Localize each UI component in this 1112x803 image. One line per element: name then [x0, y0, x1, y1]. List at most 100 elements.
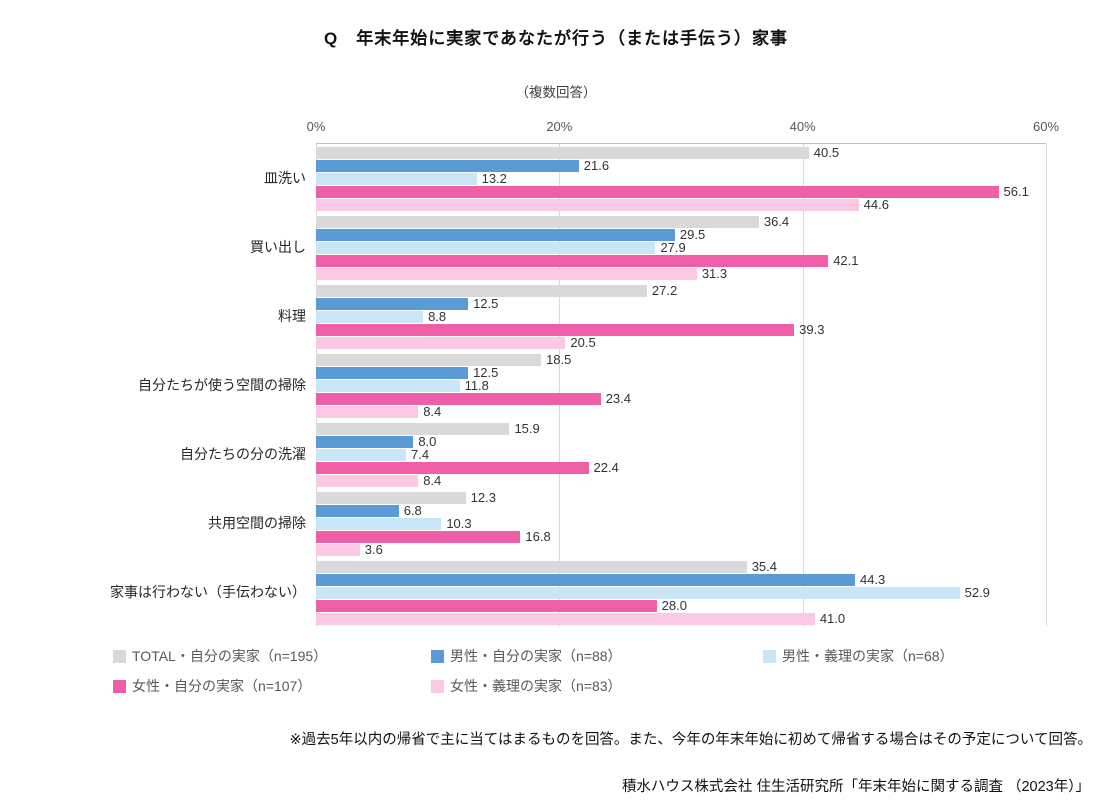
bar-value-label: 10.3 [446, 516, 472, 531]
bar-row: 28.0 [316, 598, 1046, 613]
bar [316, 422, 510, 435]
bar-value-label: 8.0 [418, 434, 437, 449]
legend-swatch [113, 679, 126, 693]
bar-row: 42.1 [316, 253, 1046, 268]
bar-chart: 皿洗い 買い出し 料理 自分たちが使う空間の掃除 自分たちの分の洗濯 共用空間の掃除 家事は… [0, 143, 1112, 626]
legend-item: 女性・自分の実家（n=107） [113, 676, 431, 696]
bar-value-label: 42.1 [833, 253, 859, 268]
bar-row: 39.3 [316, 322, 1046, 337]
bar-row: 52.9 [316, 585, 1046, 600]
bar [316, 405, 419, 418]
bar-group: 18.5 12.5 11.8 23.4 8.4 [316, 351, 1046, 420]
legend: TOTAL・自分の実家（n=195） 男性・自分の実家（n=88） 男性・義理の実家… [113, 646, 1093, 696]
bar [316, 435, 414, 448]
bar [316, 379, 460, 392]
bar-value-label: 36.4 [763, 214, 790, 229]
category-label: 共用空間の掃除 [208, 514, 306, 531]
plot-area: 40.5 21.6 13.2 56.1 44.6 36.4 29.5 27.9 42.1 31.3… [316, 143, 1047, 626]
bar-value-label: 27.2 [651, 283, 678, 298]
x-tick-label: 60% [1032, 119, 1060, 134]
bar [316, 241, 656, 254]
bar-value-label: 22.4 [593, 460, 619, 475]
bar-value-label: 8.8 [428, 309, 447, 324]
bar-row: 40.5 [316, 145, 1046, 160]
legend-swatch [113, 649, 126, 663]
bar-value-label: 27.9 [660, 240, 686, 255]
bar [316, 491, 466, 504]
bar-row: 7.4 [316, 447, 1046, 462]
bar-value-label: 16.8 [525, 529, 551, 544]
legend-swatch [763, 649, 776, 663]
bar [316, 530, 521, 543]
bar-value-label: 29.5 [679, 227, 706, 242]
bar-value-label: 7.4 [411, 447, 430, 462]
bar-row: 11.8 [316, 378, 1046, 393]
category-label: 家事は行わない（手伝わない） [110, 583, 306, 600]
bar-value-label: 39.3 [799, 322, 825, 337]
legend-swatch [431, 679, 444, 693]
bar [316, 543, 360, 556]
bar [316, 448, 407, 461]
bar-row: 23.4 [316, 391, 1046, 406]
legend-item: TOTAL・自分の実家（n=195） [113, 646, 431, 666]
bar [316, 586, 960, 599]
bar-row: 15.9 [316, 421, 1046, 436]
bar [316, 474, 419, 487]
bar [316, 215, 759, 228]
bar-value-label: 20.5 [570, 335, 596, 350]
bar-row: 41.0 [316, 611, 1046, 626]
bar [316, 185, 999, 198]
bar-value-label: 3.6 [364, 542, 383, 557]
bar [316, 172, 477, 185]
bar-row: 10.3 [316, 516, 1046, 531]
bar-row: 8.8 [316, 309, 1046, 324]
bar-value-label: 31.3 [701, 266, 728, 281]
bar [316, 366, 469, 379]
bar-row: 8.0 [316, 434, 1046, 449]
bar [316, 336, 566, 349]
gridline [1046, 144, 1047, 626]
bar-row: 27.2 [316, 283, 1046, 298]
bar-row: 44.6 [316, 197, 1046, 212]
legend-item: 男性・義理の実家（n=68） [763, 646, 1093, 666]
bar [316, 560, 747, 573]
bar [316, 146, 809, 159]
legend-swatch [431, 649, 444, 663]
bar [316, 612, 815, 625]
bar-value-label: 21.6 [583, 158, 610, 173]
bar-row: 8.4 [316, 404, 1046, 419]
legend-label: 男性・自分の実家（n=88） [450, 648, 622, 664]
bar [316, 267, 697, 280]
bar-value-label: 35.4 [751, 559, 777, 574]
bar-value-label: 12.5 [473, 365, 499, 380]
bar [316, 198, 859, 211]
bar-value-label: 13.2 [481, 171, 507, 186]
bar-value-label: 23.4 [605, 391, 631, 406]
bar-value-label: 44.3 [859, 572, 886, 587]
bar [316, 284, 647, 297]
bar-row: 12.3 [316, 490, 1046, 505]
bar [316, 392, 601, 405]
bar-value-label: 8.4 [423, 404, 442, 419]
bar [316, 310, 424, 323]
legend-label: 男性・義理の実家（n=68） [782, 648, 954, 664]
bar [316, 228, 675, 241]
bar [316, 254, 829, 267]
category-label: 自分たちが使う空間の掃除 [138, 376, 306, 393]
bar [316, 573, 855, 586]
legend-label: 女性・自分の実家（n=107） [132, 678, 312, 694]
bar-row: 31.3 [316, 266, 1046, 281]
legend-label: TOTAL・自分の実家（n=195） [132, 648, 328, 664]
bar-row: 12.5 [316, 365, 1046, 380]
bar-value-label: 12.3 [470, 490, 496, 505]
bar [316, 297, 469, 310]
category-label: 買い出し [250, 238, 306, 255]
category-label: 皿洗い [264, 169, 306, 186]
page-title: Q 年末年始に実家であなたが行う（または手伝う）家事 [323, 29, 789, 48]
bar-value-label: 8.4 [423, 473, 442, 488]
bar-row: 6.8 [316, 503, 1046, 518]
bar [316, 517, 442, 530]
footnote: ※過去5年以内の帰省で主に当てはまるものを回答。また、今年の年末年始に初めて帰省… [289, 732, 1092, 748]
bar-row: 22.4 [316, 460, 1046, 475]
